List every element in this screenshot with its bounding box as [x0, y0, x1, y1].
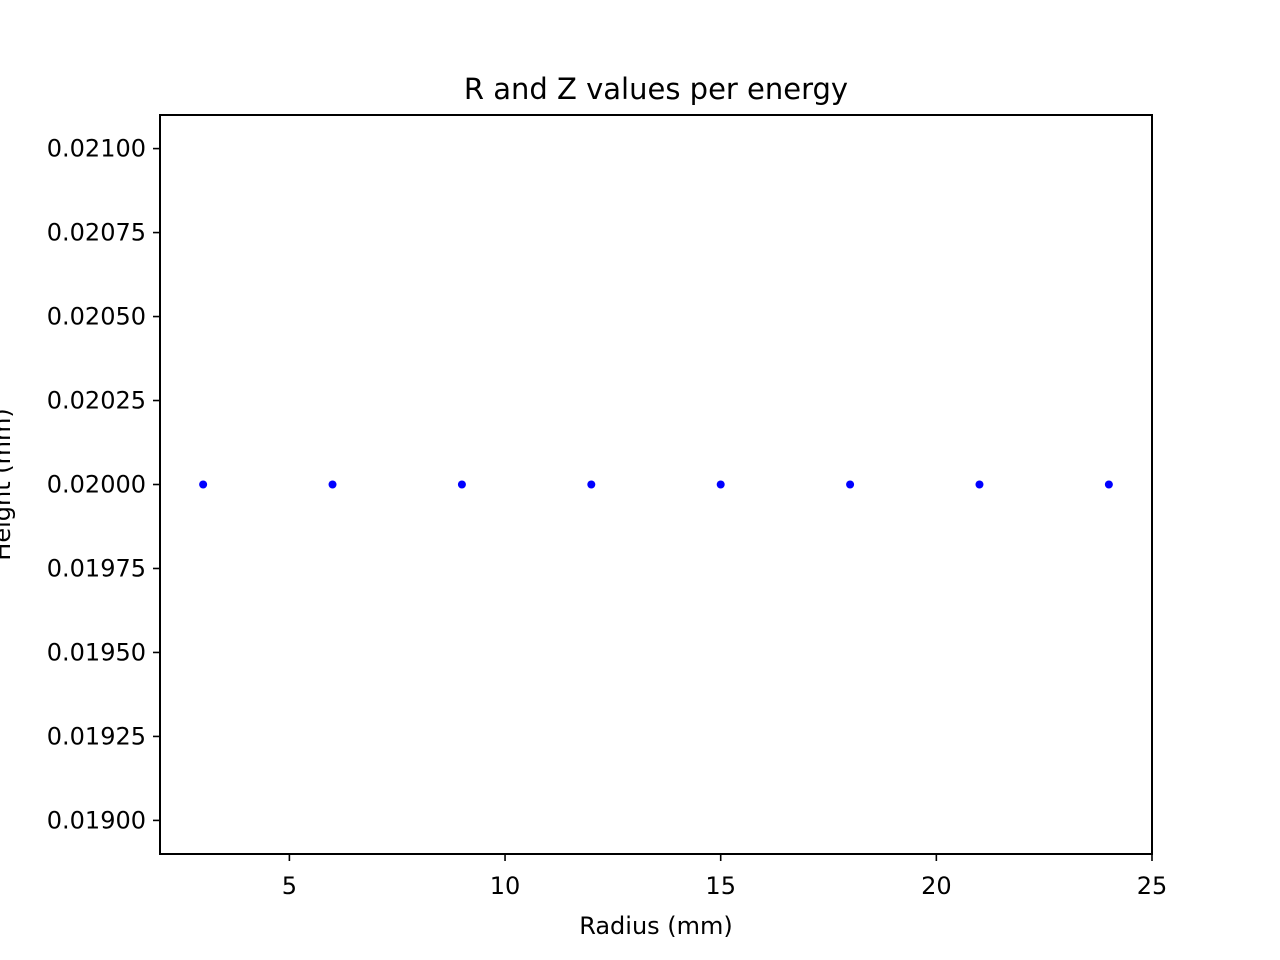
data-point — [716, 480, 725, 489]
x-tick-label: 10 — [490, 872, 521, 900]
y-axis-ticks: 0.01900 0.01925 0.01950 0.01975 0.02000 0.020… — [47, 135, 160, 834]
chart-title: R and Z values per energy — [464, 72, 848, 106]
data-point — [587, 480, 596, 489]
y-tick-label: 0.02100 — [47, 135, 146, 163]
scatter-points — [199, 480, 1113, 489]
x-tick-label: 5 — [282, 872, 297, 900]
data-point — [457, 480, 466, 489]
x-tick-label: 15 — [705, 872, 736, 900]
y-tick-label: 0.02025 — [47, 387, 146, 415]
y-axis-label: Height (mm) — [0, 408, 16, 560]
y-tick-label: 0.01950 — [47, 638, 146, 666]
x-axis-label: Radius (mm) — [579, 912, 733, 940]
x-axis-ticks: 5 10 15 20 25 — [282, 854, 1168, 900]
x-tick-label: 25 — [1137, 872, 1168, 900]
plot-area-frame — [159, 114, 1153, 855]
y-tick-label: 0.01975 — [47, 554, 146, 582]
y-tick-label: 0.02075 — [47, 219, 146, 247]
data-point — [199, 480, 208, 489]
data-point — [975, 480, 984, 489]
y-tick-label: 0.02050 — [47, 303, 146, 331]
data-point — [1104, 480, 1113, 489]
data-point — [328, 480, 337, 489]
x-tick-label: 20 — [921, 872, 952, 900]
data-point — [846, 480, 855, 489]
y-tick-label: 0.01900 — [47, 806, 146, 834]
y-tick-label: 0.01925 — [47, 722, 146, 750]
y-tick-label: 0.02000 — [47, 471, 146, 499]
